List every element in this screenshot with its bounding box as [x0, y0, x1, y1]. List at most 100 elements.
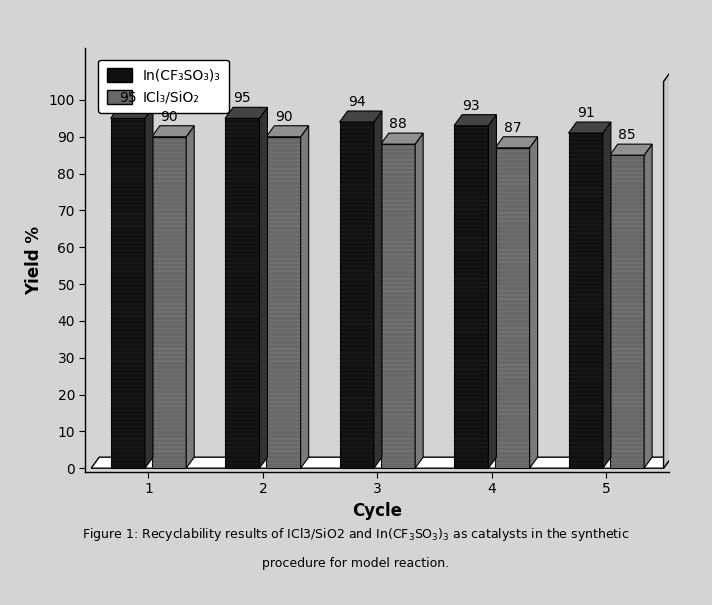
Bar: [340, 213, 374, 214]
Bar: [609, 193, 644, 194]
Bar: [569, 208, 603, 209]
Bar: [569, 446, 603, 448]
Bar: [569, 335, 603, 336]
Bar: [569, 167, 603, 168]
Bar: [496, 270, 530, 271]
Bar: [496, 360, 530, 361]
Bar: [266, 303, 300, 304]
Bar: [266, 246, 300, 247]
Bar: [454, 356, 488, 358]
Bar: [609, 168, 644, 169]
Bar: [496, 372, 530, 374]
Bar: [225, 246, 259, 247]
Bar: [381, 438, 415, 439]
Bar: [454, 155, 488, 157]
Bar: [110, 467, 145, 468]
Bar: [266, 148, 300, 149]
Bar: [609, 185, 644, 186]
Bar: [454, 131, 488, 132]
Bar: [609, 234, 644, 235]
Bar: [454, 360, 488, 362]
Bar: [381, 376, 415, 378]
Bar: [569, 376, 603, 378]
Polygon shape: [340, 111, 382, 122]
Bar: [454, 159, 488, 160]
Bar: [266, 319, 300, 321]
Bar: [569, 216, 603, 217]
Bar: [496, 146, 530, 148]
Bar: [496, 459, 530, 460]
Bar: [266, 328, 300, 329]
Bar: [110, 344, 145, 345]
Bar: [340, 319, 374, 321]
Bar: [381, 299, 415, 300]
Bar: [266, 397, 300, 399]
Polygon shape: [664, 71, 671, 468]
Bar: [266, 451, 300, 452]
Bar: [266, 393, 300, 394]
Bar: [225, 434, 259, 436]
Bar: [266, 373, 300, 374]
Bar: [569, 356, 603, 357]
Polygon shape: [259, 107, 268, 468]
Bar: [496, 237, 530, 238]
Bar: [496, 397, 530, 398]
Bar: [609, 434, 644, 436]
Bar: [340, 123, 374, 124]
Bar: [569, 389, 603, 390]
Bar: [569, 348, 603, 349]
Bar: [266, 258, 300, 260]
Bar: [569, 438, 603, 439]
Bar: [569, 290, 603, 292]
Bar: [152, 156, 186, 157]
Bar: [225, 250, 259, 251]
Bar: [454, 270, 488, 271]
Bar: [381, 274, 415, 275]
Bar: [152, 361, 186, 362]
Bar: [381, 286, 415, 288]
Bar: [110, 365, 145, 366]
Bar: [454, 188, 488, 189]
Bar: [110, 279, 145, 280]
Bar: [152, 213, 186, 215]
Bar: [340, 168, 374, 169]
Bar: [110, 438, 145, 440]
Bar: [496, 286, 530, 287]
Bar: [609, 426, 644, 427]
Bar: [110, 164, 145, 165]
Bar: [496, 442, 530, 443]
Bar: [340, 361, 374, 362]
Bar: [496, 426, 530, 427]
Bar: [454, 126, 488, 128]
Text: 90: 90: [160, 110, 178, 124]
Bar: [266, 434, 300, 436]
Bar: [381, 368, 415, 370]
Bar: [381, 168, 415, 169]
Bar: [340, 368, 374, 370]
Bar: [381, 364, 415, 365]
Bar: [381, 327, 415, 329]
Bar: [496, 245, 530, 246]
Bar: [225, 127, 259, 129]
Bar: [266, 160, 300, 162]
Bar: [496, 368, 530, 370]
Bar: [225, 401, 259, 403]
Bar: [609, 451, 644, 452]
Bar: [496, 175, 530, 177]
Bar: [381, 196, 415, 197]
Bar: [266, 242, 300, 243]
Bar: [266, 279, 300, 280]
Bar: [110, 377, 145, 378]
Bar: [569, 200, 603, 201]
Bar: [381, 175, 415, 177]
Bar: [496, 335, 530, 337]
Bar: [609, 340, 644, 341]
Bar: [454, 295, 488, 296]
Bar: [225, 136, 259, 137]
Bar: [569, 228, 603, 230]
Bar: [381, 344, 415, 345]
Bar: [152, 442, 186, 443]
Bar: [496, 278, 530, 280]
Bar: [496, 364, 530, 365]
Bar: [225, 189, 259, 190]
